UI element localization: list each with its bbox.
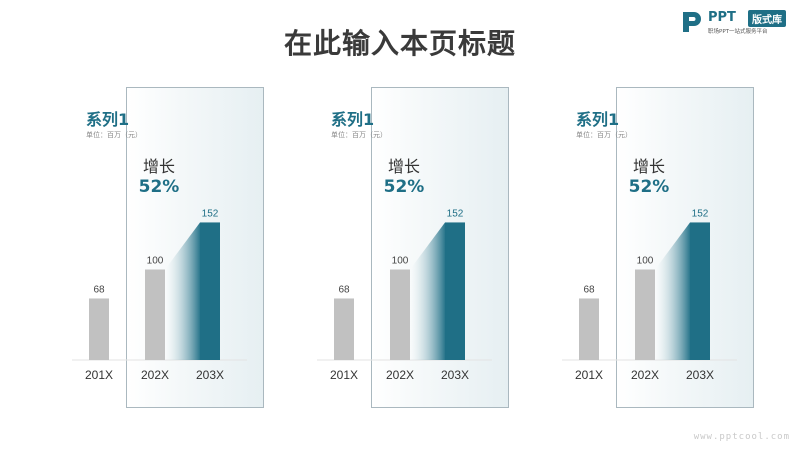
watermark: www.pptcool.com	[693, 432, 790, 442]
series-name: 系列1	[331, 110, 375, 129]
growth-band	[165, 222, 200, 360]
category-label: 201X	[330, 368, 358, 382]
growth-label: 增长	[632, 157, 665, 176]
category-label: 202X	[631, 368, 659, 382]
chart-panel-2: 系列1 单位：百万（元） 增长 52% 68 201X 100 202X 152 203X	[317, 87, 579, 408]
bar-202X	[390, 269, 410, 360]
chart-panel-1: 系列1 单位：百万（元） 增长 52% 68 201X 100 202X 152 203X	[72, 87, 334, 408]
growth-band	[655, 222, 690, 360]
growth-label: 增长	[387, 157, 420, 176]
logo-p-icon	[683, 12, 701, 32]
bar-202X	[145, 269, 165, 360]
growth-value: 52%	[383, 177, 425, 197]
bar-201X	[334, 298, 354, 360]
value-label: 100	[147, 256, 164, 267]
value-label: 152	[202, 208, 219, 219]
brand-logo: PPT 版式库 职场PPT一站式服务平台	[680, 8, 795, 40]
category-label: 203X	[441, 368, 469, 382]
bar-201X	[89, 298, 109, 360]
logo-badge: 版式库	[748, 10, 786, 27]
value-label: 68	[93, 284, 105, 295]
bar-203X	[690, 222, 710, 360]
category-label: 202X	[386, 368, 414, 382]
bar-201X	[579, 298, 599, 360]
bar-chart: 68 201X 100 202X 152 203X	[317, 208, 492, 382]
growth-value: 52%	[628, 177, 670, 197]
growth-label: 增长	[142, 157, 175, 176]
category-label: 201X	[575, 368, 603, 382]
growth-value: 52%	[138, 177, 180, 197]
value-label: 68	[583, 284, 595, 295]
value-label: 68	[338, 284, 350, 295]
series-name: 系列1	[86, 110, 130, 129]
logo-tagline: 职场PPT一站式服务平台	[708, 29, 768, 35]
category-label: 202X	[141, 368, 169, 382]
unit-label: 单位：百万（元）	[576, 131, 632, 139]
unit-label: 单位：百万（元）	[86, 131, 142, 139]
page-title: 在此输入本页标题	[283, 27, 516, 60]
value-label: 152	[692, 208, 709, 219]
logo-brand: PPT	[708, 10, 736, 25]
value-label: 152	[447, 208, 464, 219]
value-label: 100	[637, 256, 654, 267]
bar-chart: 68 201X 100 202X 152 203X	[562, 208, 737, 382]
category-label: 203X	[196, 368, 224, 382]
bar-chart: 68 201X 100 202X 152 203X	[72, 208, 247, 382]
bar-202X	[635, 269, 655, 360]
value-label: 100	[392, 256, 409, 267]
category-label: 203X	[686, 368, 714, 382]
bar-203X	[200, 222, 220, 360]
category-label: 201X	[85, 368, 113, 382]
chart-panel-3: 系列1 单位：百万（元） 增长 52% 68 201X 100 202X 152 203X	[562, 87, 800, 408]
growth-band	[410, 222, 445, 360]
bar-203X	[445, 222, 465, 360]
series-name: 系列1	[576, 110, 620, 129]
unit-label: 单位：百万（元）	[331, 131, 387, 139]
